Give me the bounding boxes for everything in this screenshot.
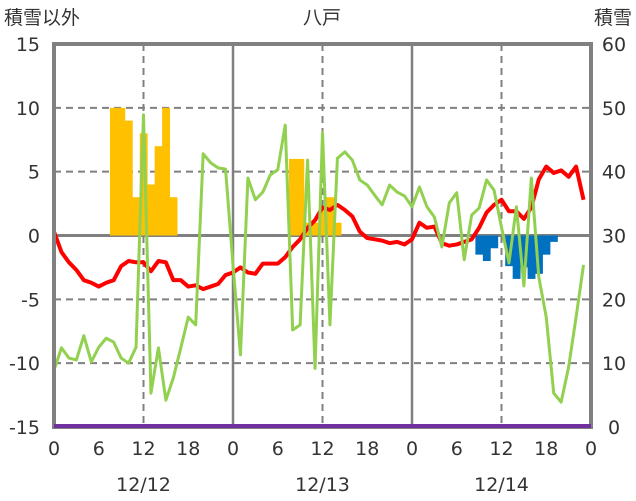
x-tick-label: 18 [176, 438, 200, 460]
bar-snow_increase [132, 197, 141, 236]
bar-snow_increase [154, 146, 163, 236]
bar-snow_increase [139, 133, 148, 236]
y2-tick-label: 30 [602, 226, 626, 248]
x-tick-label: 0 [585, 438, 597, 460]
y2-tick-label: 20 [602, 289, 626, 311]
x-tick-label: 12 [489, 438, 513, 460]
date-label: 12/13 [295, 474, 350, 496]
bar-snow_decrease [512, 235, 521, 279]
x-tick-label: 0 [227, 438, 239, 460]
line-snow_depth [52, 113, 586, 404]
x-tick-label: 12 [310, 438, 334, 460]
bar-snow_decrease [527, 235, 536, 279]
bar-snow_increase [117, 107, 126, 236]
bar-snow_increase [124, 120, 133, 236]
chart-title: 八戸 [303, 7, 341, 29]
y-axis-label: 積雪以外 [4, 7, 80, 29]
x-tick-label: 0 [406, 438, 418, 460]
bars [109, 107, 558, 279]
x-tick-label: 18 [355, 438, 379, 460]
bar-snow_increase [311, 222, 320, 236]
y-tick-label: -5 [21, 289, 40, 311]
bar-snow_increase [326, 197, 335, 236]
bar-snow_decrease [520, 235, 529, 268]
bar-snow_decrease [482, 235, 491, 262]
y2-tick-label: 50 [602, 98, 626, 120]
y-tick-label: 10 [16, 98, 40, 120]
bar-snow_increase [109, 107, 118, 236]
frame [52, 42, 593, 429]
bar-snow_increase [296, 158, 305, 236]
y2-axis-label: 積雪 [594, 7, 632, 29]
bar-snow_increase [318, 209, 327, 236]
date-label: 12/12 [116, 474, 171, 496]
bar-snow_increase [333, 222, 342, 236]
x-tick-label: 12 [131, 438, 155, 460]
y2-tick-label: 60 [602, 34, 626, 56]
bar-snow_decrease [542, 235, 551, 255]
bar-snow_increase [162, 107, 171, 236]
y-tick-label: 5 [28, 162, 40, 184]
bar-snow_increase [288, 158, 297, 236]
x-tick-label: 18 [534, 438, 558, 460]
y2-tick-label: 0 [608, 417, 620, 439]
y2-tick-label: 10 [602, 353, 626, 375]
x-tick-label: 6 [272, 438, 284, 460]
bar-snow_decrease [549, 235, 558, 242]
x-tick-label: 6 [451, 438, 463, 460]
y-tick-label: 15 [16, 34, 40, 56]
bar-snow_increase [169, 197, 178, 236]
x-tick-label: 0 [48, 438, 60, 460]
bar-snow_decrease [535, 235, 543, 274]
bar-snow_decrease [475, 235, 484, 255]
y-tick-label: -10 [9, 353, 40, 375]
bar-snow_increase [147, 184, 156, 236]
x-tick-label: 6 [93, 438, 105, 460]
y2-tick-label: 40 [602, 162, 626, 184]
date-label: 12/14 [474, 474, 529, 496]
bar-snow_decrease [490, 235, 499, 249]
y-tick-label: -15 [9, 417, 40, 439]
y-tick-label: 0 [28, 226, 40, 248]
